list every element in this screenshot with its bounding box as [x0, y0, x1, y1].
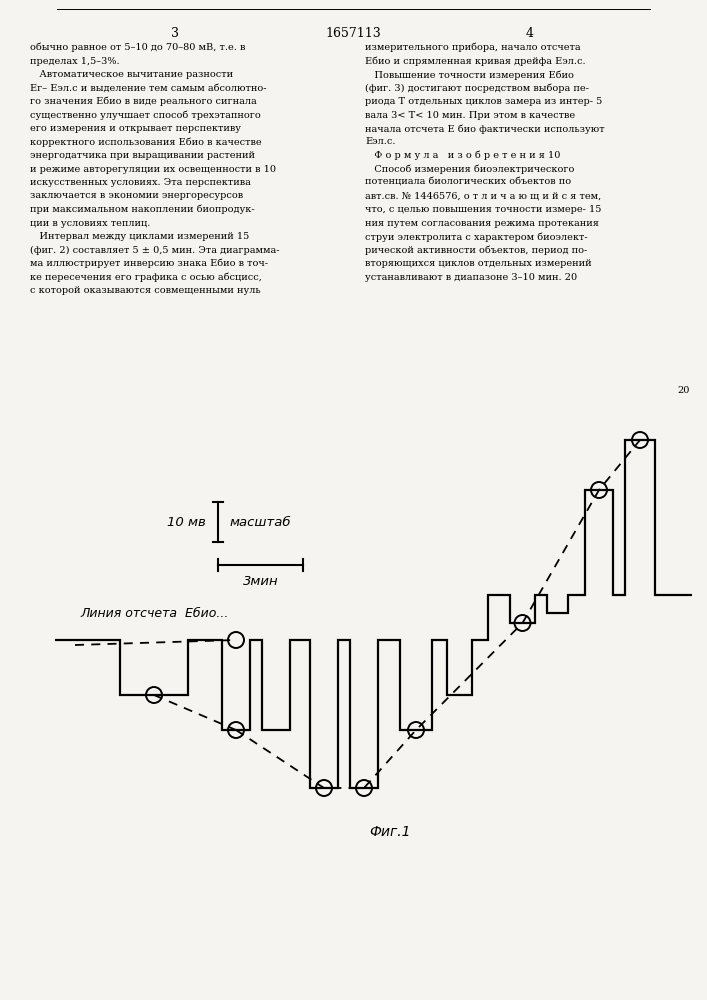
Text: обычно равное от 5–10 до 70–80 мВ, т.е. в: обычно равное от 5–10 до 70–80 мВ, т.е. …: [30, 43, 245, 52]
Text: с которой оказываются совмещенными нуль: с которой оказываются совмещенными нуль: [30, 286, 261, 295]
Text: существенно улучшает способ трехэтапного: существенно улучшает способ трехэтапного: [30, 110, 261, 120]
Text: Автоматическое вычитание разности: Автоматическое вычитание разности: [30, 70, 233, 79]
Text: его измерения и открывает перспективу: его измерения и открывает перспективу: [30, 124, 241, 133]
Text: струи электролита с характером биоэлект-: струи электролита с характером биоэлект-: [365, 232, 588, 241]
Text: 10 мв: 10 мв: [168, 516, 206, 528]
Text: 3: 3: [171, 27, 179, 40]
Text: Фиг.1: Фиг.1: [369, 825, 411, 839]
Text: корректного использования Ебио в качестве: корректного использования Ебио в качеств…: [30, 137, 262, 147]
Text: Повышение точности измерения Ебио: Повышение точности измерения Ебио: [365, 70, 574, 80]
Text: Интервал между циклами измерений 15: Интервал между циклами измерений 15: [30, 232, 250, 241]
Text: (фиг. 3) достигают посредством выбора пе-: (фиг. 3) достигают посредством выбора пе…: [365, 84, 589, 93]
Text: рической активности объектов, период по-: рической активности объектов, период по-: [365, 245, 588, 255]
Text: риода T отдельных циклов замера из интер- 5: риода T отдельных циклов замера из интер…: [365, 97, 602, 106]
Text: потенциала биологических объектов по: потенциала биологических объектов по: [365, 178, 571, 187]
Text: вала 3< T< 10 мин. При этом в качестве: вала 3< T< 10 мин. При этом в качестве: [365, 110, 575, 119]
Text: Ебио и спрямленная кривая дрейфа Еэл.с.: Ебио и спрямленная кривая дрейфа Еэл.с.: [365, 56, 585, 66]
Text: 3мин: 3мин: [243, 575, 279, 588]
Text: 4: 4: [526, 27, 534, 40]
Text: ке пересечения его графика с осью абсцисс,: ке пересечения его графика с осью абсцис…: [30, 272, 262, 282]
Text: измерительного прибора, начало отсчета: измерительного прибора, начало отсчета: [365, 43, 580, 52]
Text: 1657113: 1657113: [325, 27, 381, 40]
Text: (фиг. 2) составляет 5 ± 0,5 мин. Эта диаграмма-: (фиг. 2) составляет 5 ± 0,5 мин. Эта диа…: [30, 245, 279, 255]
Text: энергодатчика при выращивании растений: энергодатчика при выращивании растений: [30, 151, 255, 160]
Text: Еэл.с.: Еэл.с.: [365, 137, 395, 146]
Text: Ф о р м у л а   и з о б р е т е н и я 10: Ф о р м у л а и з о б р е т е н и я 10: [365, 151, 561, 160]
Text: авт.св. № 1446576, о т л и ч а ю щ и й с я тем,: авт.св. № 1446576, о т л и ч а ю щ и й с…: [365, 192, 601, 200]
Text: го значения Ебио в виде реального сигнала: го значения Ебио в виде реального сигнал…: [30, 97, 257, 106]
Text: вторяющихся циклов отдельных измерений: вторяющихся циклов отдельных измерений: [365, 259, 592, 268]
Text: Линия отсчета  Ебио...: Линия отсчета Ебио...: [80, 607, 228, 620]
Text: ма иллюстрирует инверсию знака Ебио в точ-: ма иллюстрирует инверсию знака Ебио в то…: [30, 259, 268, 268]
Text: Способ измерения биоэлектрического: Способ измерения биоэлектрического: [365, 164, 574, 174]
Text: и режиме авторегуляции их освещенности в 10: и режиме авторегуляции их освещенности в…: [30, 164, 276, 174]
Text: искусственных условиях. Эта перспектива: искусственных условиях. Эта перспектива: [30, 178, 251, 187]
Text: масштаб: масштаб: [230, 516, 291, 528]
Text: ния путем согласования режима протекания: ния путем согласования режима протекания: [365, 219, 599, 228]
Text: пределах 1,5–3%.: пределах 1,5–3%.: [30, 56, 119, 66]
Text: Ег– Еэл.с и выделение тем самым абсолютно-: Ег– Еэл.с и выделение тем самым абсолютн…: [30, 84, 267, 93]
Text: 20: 20: [677, 386, 690, 395]
Text: начала отсчета Е био фактически используют: начала отсчета Е био фактически использу…: [365, 124, 604, 133]
Text: устанавливают в диапазоне 3–10 мин. 20: устанавливают в диапазоне 3–10 мин. 20: [365, 272, 577, 282]
Text: ции в условиях теплиц.: ции в условиях теплиц.: [30, 219, 151, 228]
Text: что, с целью повышения точности измере- 15: что, с целью повышения точности измере- …: [365, 205, 602, 214]
Text: заключается в экономии энергоресурсов: заключается в экономии энергоресурсов: [30, 192, 243, 200]
Text: при максимальном накоплении биопродук-: при максимальном накоплении биопродук-: [30, 205, 255, 215]
